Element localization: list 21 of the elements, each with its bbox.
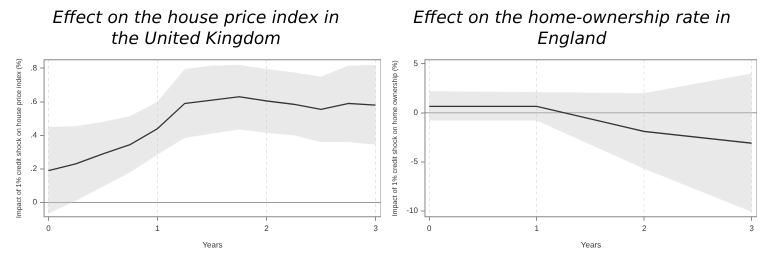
y-tick-label: 0 — [414, 108, 419, 117]
x-tick-label: 1 — [534, 224, 540, 233]
y-tick-label: -10 — [406, 206, 419, 216]
y-tick-label: .6 — [30, 96, 38, 106]
chart-title: Effect on the house price index in the United Kingdom — [52, 8, 340, 51]
y-tick-label: -5 — [410, 157, 418, 166]
x-tick-label: 1 — [155, 224, 160, 233]
x-tick-label: 2 — [264, 224, 270, 233]
x-axis-title: Years — [202, 240, 223, 250]
x-axis-title: Years — [580, 240, 602, 250]
y-tick-label: .8 — [30, 63, 38, 72]
x-tick-label: 0 — [427, 224, 432, 233]
y-tick-label: .4 — [30, 130, 38, 140]
y-tick-label: .2 — [30, 164, 38, 174]
x-tick-label: 2 — [642, 224, 647, 233]
y-tick-label: 5 — [414, 58, 419, 68]
chart-title: Effect on the home-ownership rate in England — [412, 8, 732, 51]
x-tick-label: 3 — [749, 224, 754, 233]
x-tick-label: 3 — [373, 224, 378, 233]
x-tick-label: 0 — [46, 224, 52, 233]
y-tick-label: 0 — [32, 198, 38, 207]
